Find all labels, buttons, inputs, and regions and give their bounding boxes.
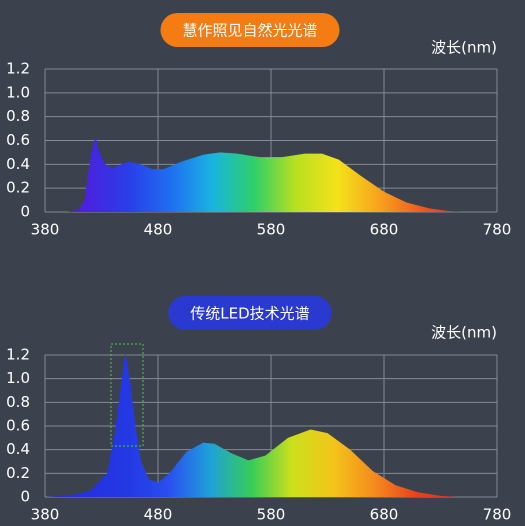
x-axis-label: 波长(nm) (431, 324, 497, 342)
title-pill (160, 13, 340, 47)
x-tick-label: 380 (31, 506, 60, 524)
y-tick-label: 0.6 (6, 131, 30, 149)
y-tick-label: 1.0 (6, 83, 30, 101)
chart-title: 传统LED技术光谱 (190, 305, 309, 323)
x-tick-label: 780 (483, 506, 512, 524)
spectrum-area (45, 136, 464, 212)
y-tick-label: 0.2 (6, 179, 30, 197)
y-tick-label: 0.8 (6, 393, 30, 411)
x-tick-label: 480 (144, 506, 173, 524)
title-pill (168, 296, 332, 330)
y-tick-label: 0.4 (6, 155, 30, 173)
x-tick-label: 580 (257, 506, 286, 524)
chart-title: 慧作照见自然光光谱 (182, 22, 317, 40)
spectrum-area (45, 352, 458, 497)
y-tick-label: 0.8 (6, 107, 30, 125)
x-tick-label: 480 (144, 221, 173, 239)
y-tick-label: 1.2 (6, 60, 30, 78)
x-axis-label: 波长(nm) (431, 39, 497, 57)
y-tick-label: 1.2 (6, 346, 30, 364)
x-tick-label: 680 (370, 221, 399, 239)
highlight-box (110, 343, 144, 447)
y-tick-label: 1.0 (6, 369, 30, 387)
y-tick-label: 0.6 (6, 417, 30, 435)
y-tick-label: 0 (20, 488, 30, 506)
x-tick-label: 380 (31, 221, 60, 239)
y-tick-label: 0.2 (6, 464, 30, 482)
x-tick-label: 780 (483, 221, 512, 239)
x-tick-label: 580 (257, 221, 286, 239)
y-tick-label: 0 (20, 203, 30, 221)
y-tick-label: 0.4 (6, 440, 30, 458)
x-tick-label: 680 (370, 506, 399, 524)
